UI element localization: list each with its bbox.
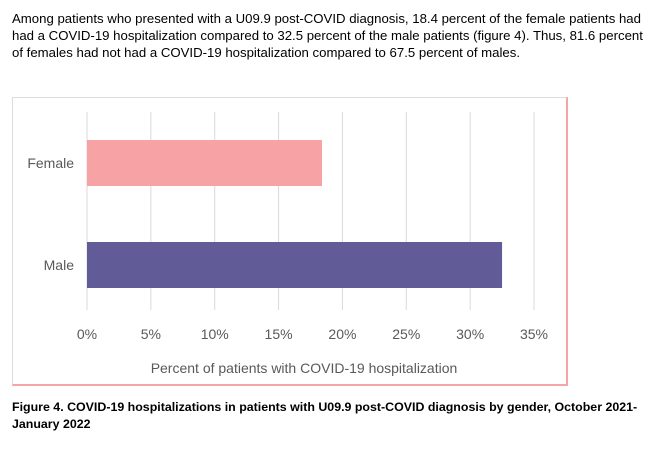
x-tick-labels: 0% 5% 10% 15% 20% 25% 30% 35% (77, 326, 548, 342)
x-tick-label: 25% (392, 326, 420, 342)
x-tick-label: 5% (141, 326, 161, 342)
x-axis-title: Percent of patients with COVID-19 hospit… (151, 360, 458, 376)
bar-male (87, 242, 503, 288)
category-labels: Female Male (27, 155, 74, 273)
bar-female (87, 140, 322, 186)
x-tick-label: 20% (328, 326, 356, 342)
x-tick-label: 0% (77, 326, 97, 342)
x-tick-label: 15% (265, 326, 293, 342)
figure-caption: Figure 4. COVID-19 hospitalizations in p… (12, 400, 638, 431)
x-tick-label: 10% (201, 326, 229, 342)
bars (87, 140, 503, 288)
x-tick-label: 35% (520, 326, 548, 342)
bar-chart: Female Male 0% 5% 10% 15% 20% 25% 30% 35% Percen… (27, 112, 548, 376)
body-paragraph: Among patients who presented with a U09.… (12, 11, 643, 60)
category-label-female: Female (27, 155, 74, 171)
x-tick-label: 30% (456, 326, 484, 342)
category-label-male: Male (44, 257, 75, 273)
